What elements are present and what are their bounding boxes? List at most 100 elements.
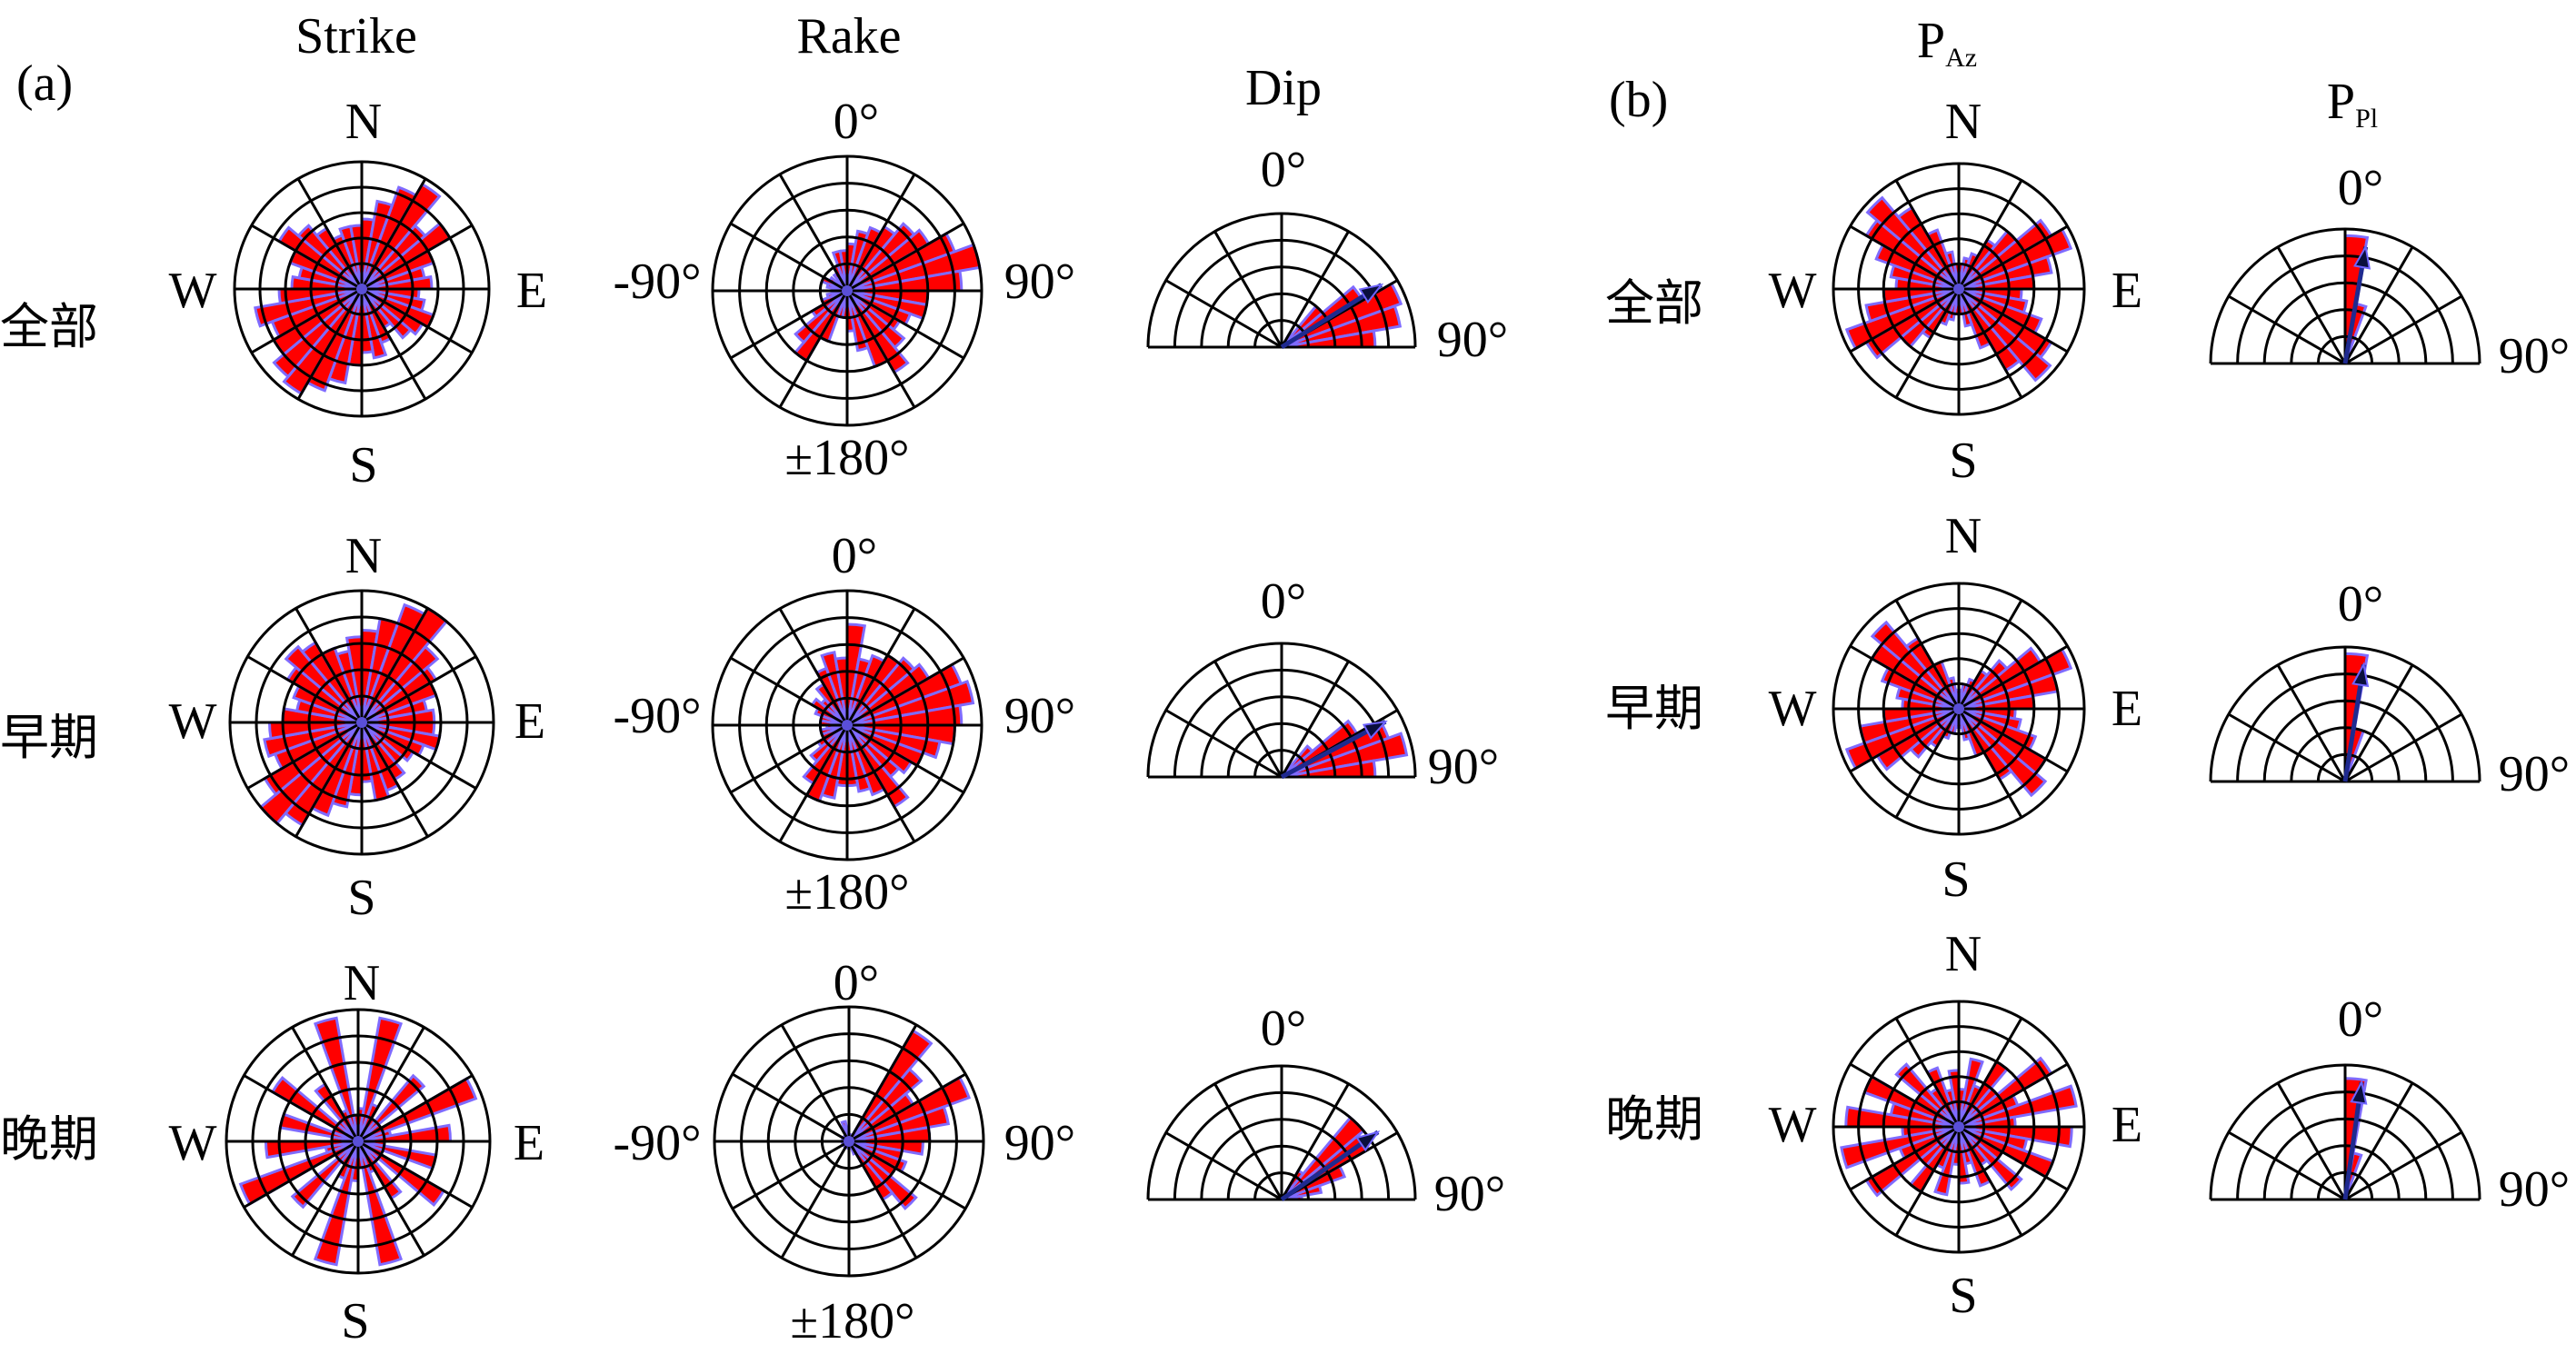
plots-layer xyxy=(225,154,2481,1278)
rake-late-petal xyxy=(847,1067,924,1143)
dip-late-mean-arrowhead xyxy=(1355,1130,1381,1152)
ppl-all-plot xyxy=(2209,227,2481,365)
rake-early-petal xyxy=(820,651,849,726)
rake-early-center xyxy=(842,720,853,731)
ppl-all-ring-left xyxy=(2290,308,2346,364)
strike-late-petal xyxy=(356,1073,426,1143)
dip-all-petal xyxy=(1281,304,1403,349)
paz-all-petal xyxy=(1943,250,1961,290)
ppl-late-label-right: 90° xyxy=(2499,1161,2570,1218)
paz-early-label-s: S xyxy=(1942,851,1970,908)
column-title-rake: Rake xyxy=(796,8,901,65)
dip-all-mean-arrowhead xyxy=(1358,283,1384,304)
strike-early-center xyxy=(356,717,367,728)
rake-late-label-top: 0° xyxy=(834,955,879,1011)
strike-all-center xyxy=(356,284,367,294)
strike-late-petal xyxy=(356,1140,404,1267)
paz-early-label-e: E xyxy=(2112,681,2142,737)
paz-all-label-s: S xyxy=(1949,433,1977,489)
row-label-a-all: 全部 xyxy=(0,298,98,355)
strike-early-label-e: E xyxy=(514,693,545,750)
rake-late-petal xyxy=(847,1140,918,1210)
column-title-ppl-sub: Pl xyxy=(2355,104,2378,134)
paz-all-label-n: N xyxy=(1945,94,1982,150)
dip-early-petal xyxy=(1281,732,1409,779)
dip-late-ring xyxy=(1281,1118,1363,1200)
paz-late-petal xyxy=(1840,1125,1960,1170)
dip-all-plot xyxy=(1146,212,1417,350)
column-title-strike: Strike xyxy=(295,8,417,65)
ppl-all-ring xyxy=(2344,227,2481,364)
ppl-all-spoke xyxy=(2276,246,2347,364)
ppl-early-ring-left xyxy=(2290,726,2346,782)
paz-late-label-e: E xyxy=(2112,1097,2142,1153)
rake-late-center xyxy=(844,1136,854,1147)
dip-all-ring xyxy=(1281,238,1391,348)
dip-all-label-right: 90° xyxy=(1437,312,1508,368)
paz-early-center xyxy=(1953,703,1964,714)
dip-late-ring xyxy=(1281,1144,1337,1200)
strike-late-label-s: S xyxy=(341,1293,369,1349)
row-label-b-late: 晚期 xyxy=(1605,1090,1703,1148)
dip-all-ring-left xyxy=(1173,238,1283,348)
dip-all-spoke xyxy=(1213,230,1283,348)
dip-late-label-right: 90° xyxy=(1434,1166,1505,1222)
dip-all-ring-left xyxy=(1146,212,1283,348)
paz-early-petal xyxy=(1870,620,1961,711)
rake-early-label-bottom: ±180° xyxy=(784,864,909,921)
ppl-early-ring-left xyxy=(2316,752,2346,782)
dip-early-ring xyxy=(1281,668,1391,778)
ppl-all-spoke xyxy=(2344,294,2462,365)
strike-late-label-n: N xyxy=(344,955,380,1011)
row-label-a-late: 晚期 xyxy=(0,1110,98,1168)
dip-early-spoke xyxy=(1213,660,1283,778)
strike-early-label-s: S xyxy=(347,870,375,926)
dip-all-label-top: 0° xyxy=(1261,142,1306,198)
panel-label-a: (a) xyxy=(16,55,73,112)
dip-late-ring xyxy=(1281,1090,1391,1200)
strike-late-petal xyxy=(290,1140,360,1210)
strike-early-label-n: N xyxy=(345,528,382,584)
ppl-early-ring-left xyxy=(2209,645,2346,782)
strike-all-petal xyxy=(296,224,364,291)
ppl-early-label-right: 90° xyxy=(2499,746,2570,802)
paz-late-plot xyxy=(1832,1000,2086,1254)
dip-early-spoke xyxy=(1280,660,1350,778)
dip-early-label-top: 0° xyxy=(1261,573,1306,630)
paz-late-label-s: S xyxy=(1949,1268,1977,1324)
dip-early-ring xyxy=(1281,695,1363,778)
rake-all-label-right: 90° xyxy=(1004,254,1075,310)
strike-all-petal xyxy=(360,288,388,360)
strike-late-label-w: W xyxy=(169,1115,217,1171)
ppl-late-ring xyxy=(2344,1117,2428,1200)
strike-all-petal xyxy=(272,287,364,379)
column-title-paz: PAz xyxy=(1917,13,1977,73)
strike-late-center xyxy=(353,1136,364,1147)
ppl-all-mean-arrowhead xyxy=(2353,244,2371,270)
strike-late-plot xyxy=(225,1008,492,1275)
paz-all-petal xyxy=(1957,288,1974,328)
ppl-late-ring-left xyxy=(2290,1144,2346,1200)
dip-early-label-right: 90° xyxy=(1428,739,1499,795)
ppl-late-ring-left xyxy=(2316,1170,2346,1200)
ppl-late-ring-left xyxy=(2209,1063,2346,1200)
ppl-early-ring-left xyxy=(2236,672,2346,782)
dip-early-ring xyxy=(1281,749,1310,778)
rake-late-label-bottom: ±180° xyxy=(790,1293,914,1349)
ppl-late-ring-left xyxy=(2262,1117,2346,1200)
strike-all-label-n: N xyxy=(345,94,382,150)
strike-early-plot xyxy=(228,589,495,856)
row-label-b-all: 全部 xyxy=(1605,274,1703,332)
ppl-early-mean-arrowhead xyxy=(2351,662,2370,688)
paz-early-label-n: N xyxy=(1945,508,1982,564)
dip-late-ring-left xyxy=(1200,1118,1283,1200)
paz-early-petal xyxy=(1957,707,2048,798)
paz-all-petal xyxy=(1957,287,2052,383)
ppl-early-ring xyxy=(2344,645,2481,782)
panel-label-b: (b) xyxy=(1609,72,1668,128)
ppl-all-spoke xyxy=(2228,294,2346,365)
rake-early-label-right: 90° xyxy=(1004,688,1075,744)
ppl-late-plot xyxy=(2209,1063,2481,1201)
dip-late-petal xyxy=(1281,1183,1323,1201)
